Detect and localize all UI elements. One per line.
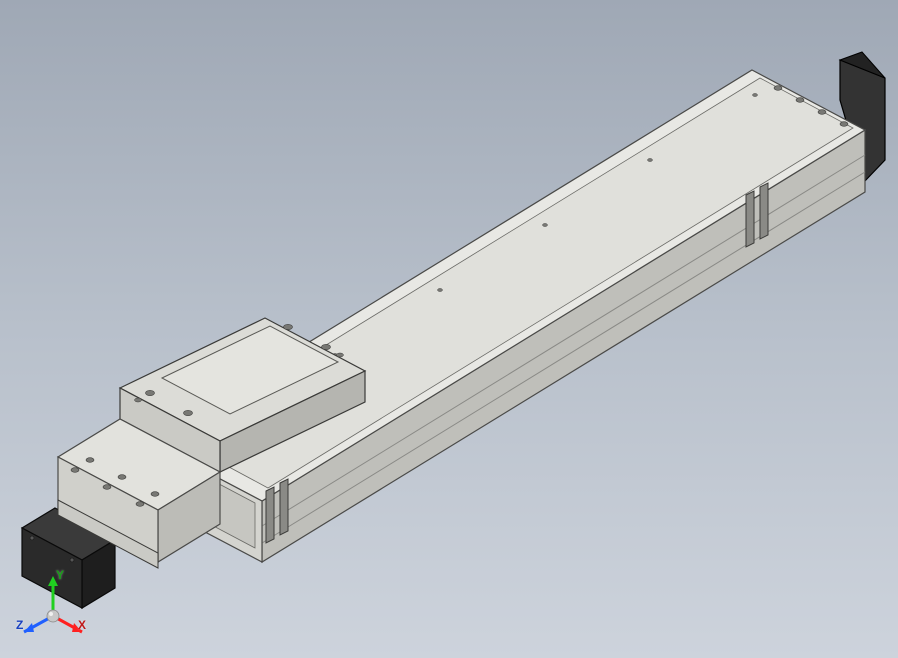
axis-x-label: X: [78, 618, 86, 632]
cad-viewport[interactable]: Y X Z: [0, 0, 898, 658]
axis-y-label: Y: [56, 568, 64, 582]
axis-z-label: Z: [16, 618, 23, 632]
orientation-triad[interactable]: Y X Z: [18, 570, 88, 640]
main-rail: [148, 70, 865, 562]
model-render[interactable]: [0, 0, 898, 658]
